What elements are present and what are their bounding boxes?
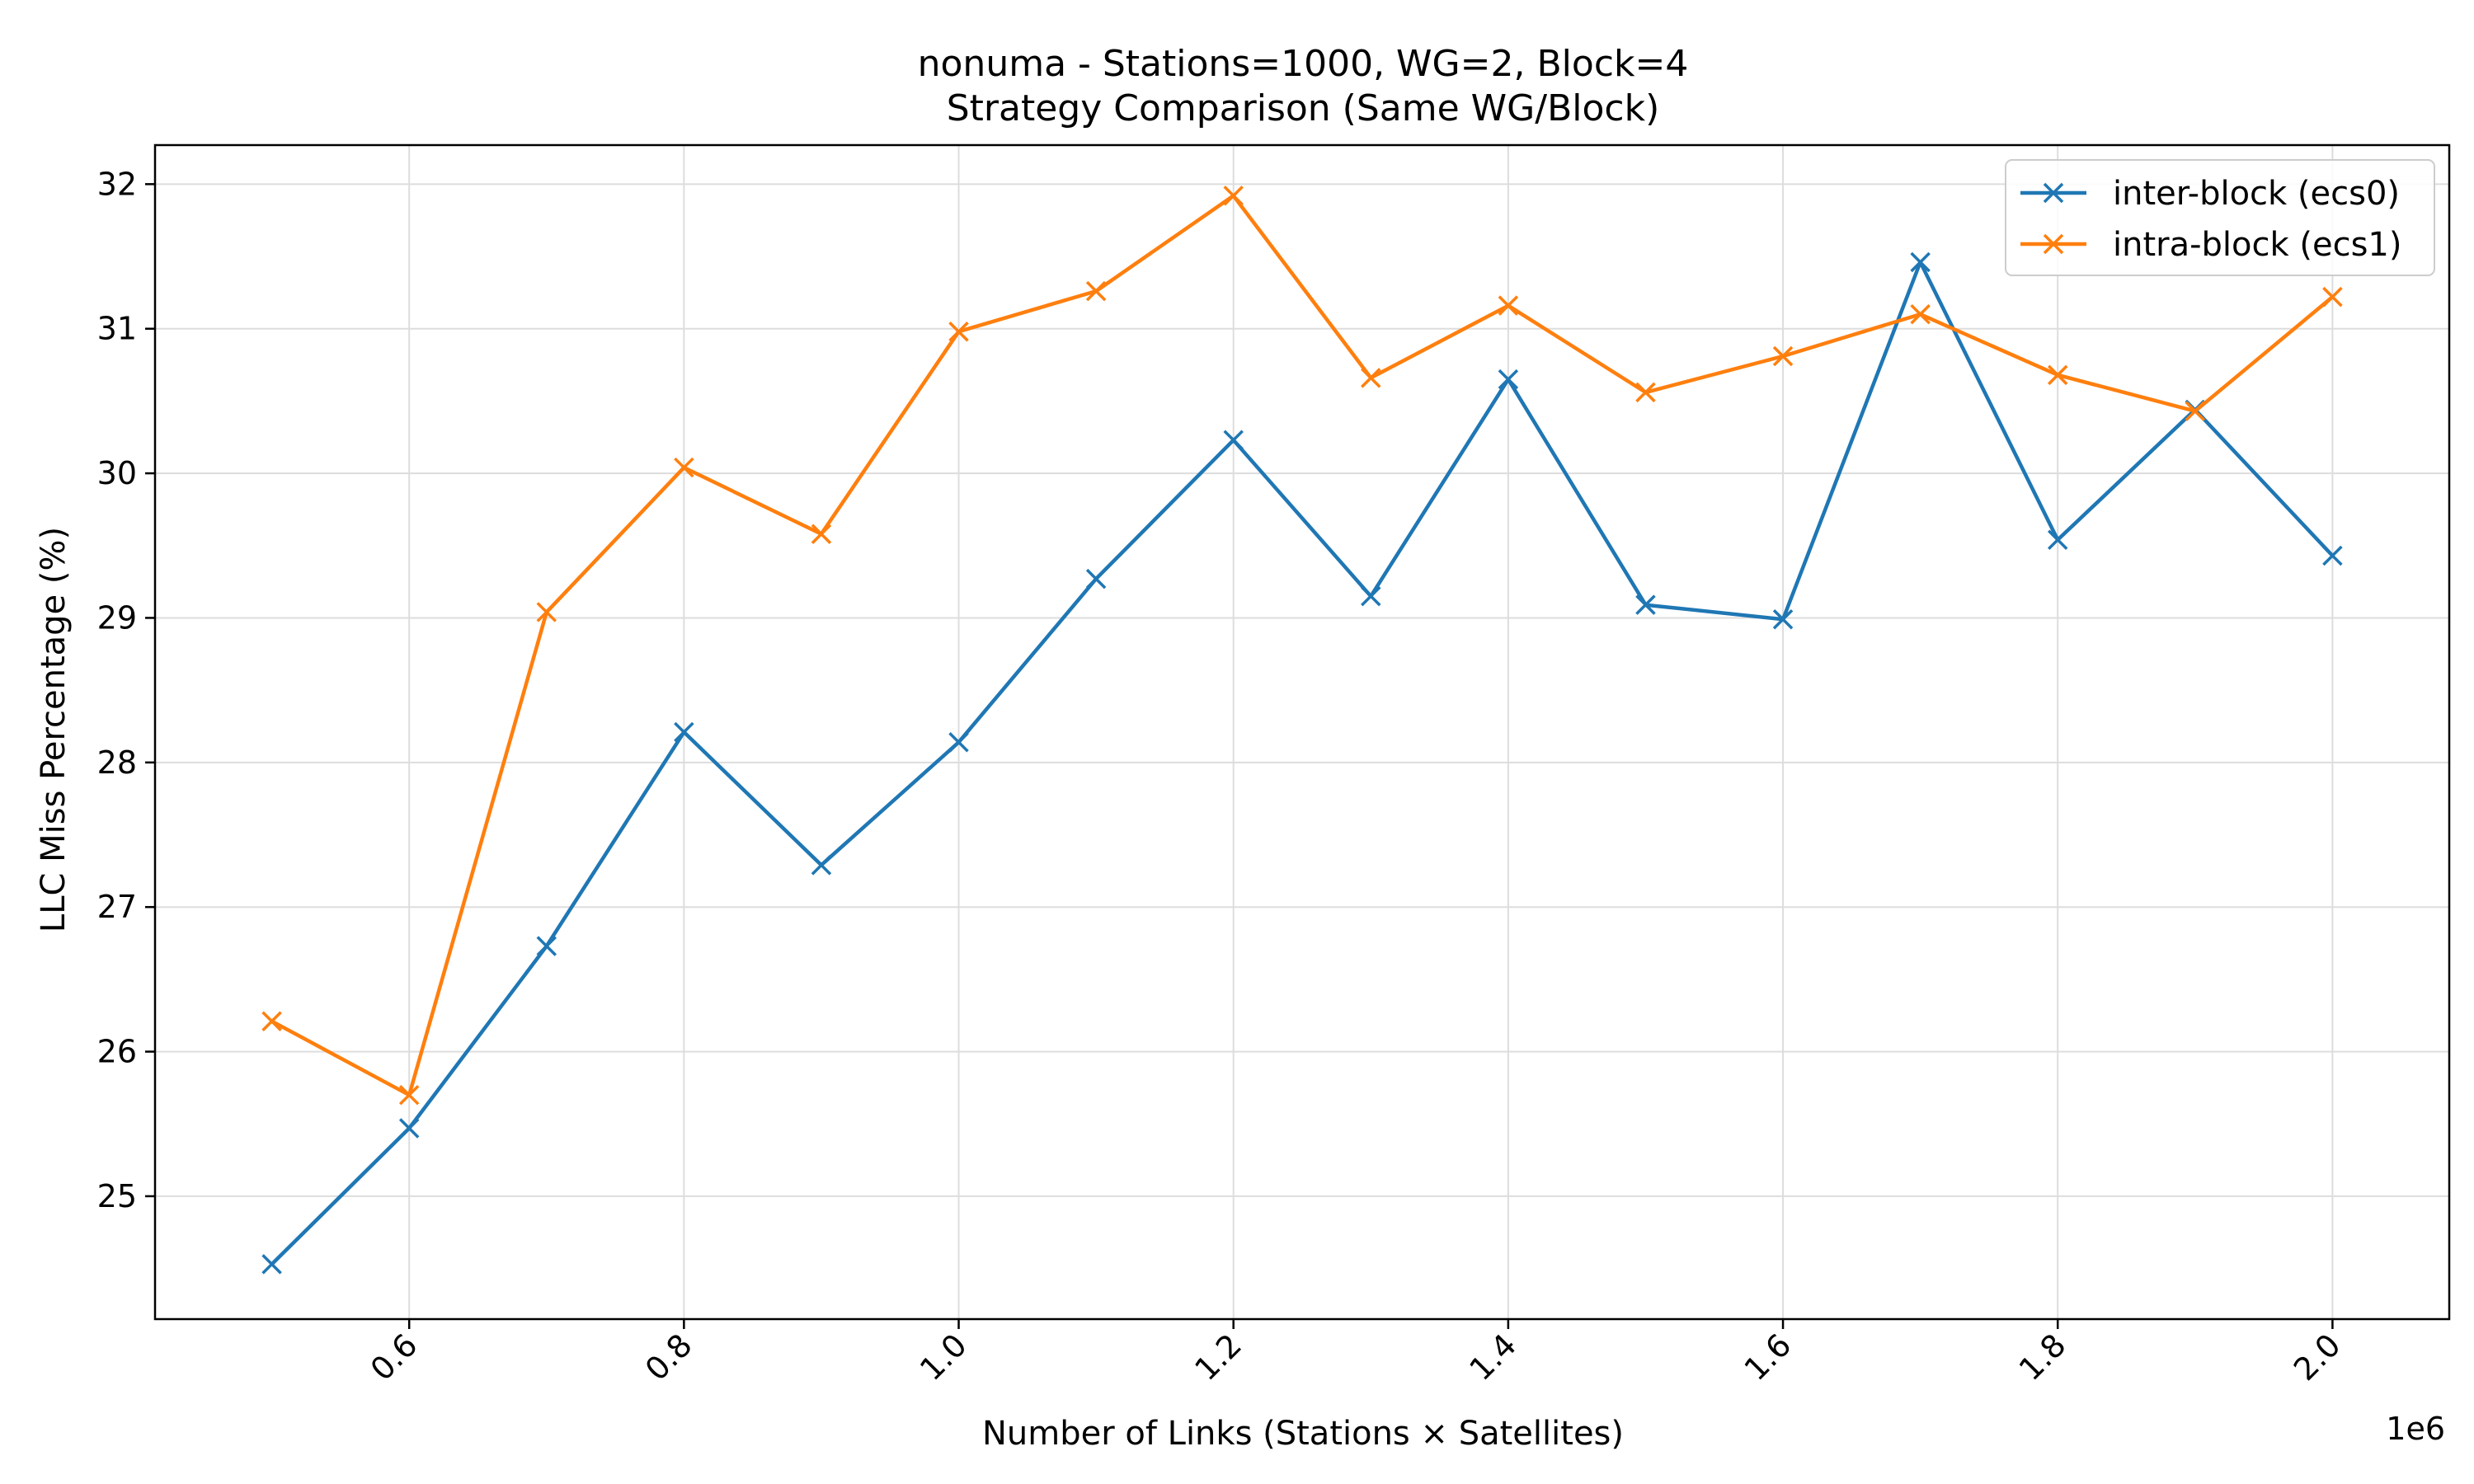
data-point	[536, 936, 557, 956]
data-point	[2322, 286, 2343, 308]
data-point	[948, 732, 969, 753]
data-point	[398, 1084, 420, 1106]
series-1-line	[270, 260, 2335, 1266]
data-point	[261, 1011, 282, 1031]
chart-subtitle: Strategy Comparison (Same WG/Block)	[947, 87, 1660, 129]
data-point	[1772, 345, 1794, 367]
data-point	[1910, 251, 1931, 273]
data-point	[1361, 585, 1381, 607]
legend: inter-block (ecs0) intra-block (ecs1)	[2005, 159, 2435, 276]
legend-label: intra-block (ecs1)	[2113, 226, 2402, 264]
legend-marker	[2043, 233, 2064, 255]
data-point	[1223, 186, 1244, 206]
data-point	[2047, 529, 2068, 550]
chart-title: nonuma - Stations=1000, WG=2, Block=4	[918, 43, 1689, 85]
legend-frame	[2005, 159, 2435, 276]
data-point	[948, 321, 969, 342]
legend-label: inter-block (ecs0)	[2113, 175, 2400, 213]
x-axis-offset-label: 1e6	[2386, 1411, 2445, 1447]
legend-marker	[2043, 182, 2064, 204]
data-point	[398, 1118, 420, 1139]
data-point	[1635, 382, 1656, 403]
y-axis-label: LLC Miss Percentage (%)	[35, 527, 73, 932]
y-tick-label: 26	[97, 1034, 137, 1070]
series-2-line	[270, 194, 2334, 1097]
y-tick-label: 28	[97, 744, 137, 781]
y-tick-label: 30	[97, 455, 137, 491]
data-point	[1085, 568, 1107, 589]
y-tick-label: 25	[97, 1178, 137, 1214]
series-1	[261, 251, 2343, 1275]
data-point	[1635, 594, 1656, 615]
series-2	[261, 186, 2343, 1106]
data-point	[1223, 430, 1244, 450]
data-point	[1910, 303, 1931, 325]
data-point	[536, 602, 557, 622]
data-point	[1085, 280, 1107, 302]
data-point	[2185, 401, 2206, 421]
data-point	[674, 457, 694, 478]
x-axis-label: Number of Links (Stations × Satellites)	[982, 1415, 1624, 1453]
data-point	[1361, 368, 1381, 388]
series-layer	[261, 186, 2343, 1275]
y-tick-label: 29	[97, 599, 137, 636]
y-axis: 25 26 27 28 29 30 31 32	[97, 166, 155, 1214]
data-point	[2322, 545, 2343, 566]
data-point	[674, 721, 694, 743]
grid-lines	[155, 145, 2449, 1319]
y-tick-label: 32	[97, 166, 137, 202]
y-tick-label: 27	[97, 889, 137, 925]
data-point	[811, 524, 832, 544]
data-point	[811, 855, 832, 876]
data-point	[1498, 369, 1519, 390]
data-point	[261, 1254, 282, 1275]
data-point	[2047, 364, 2068, 386]
y-tick-label: 31	[97, 311, 137, 347]
plot-area-frame	[153, 143, 2451, 1321]
data-point	[1498, 295, 1519, 316]
data-point	[1772, 608, 1794, 630]
